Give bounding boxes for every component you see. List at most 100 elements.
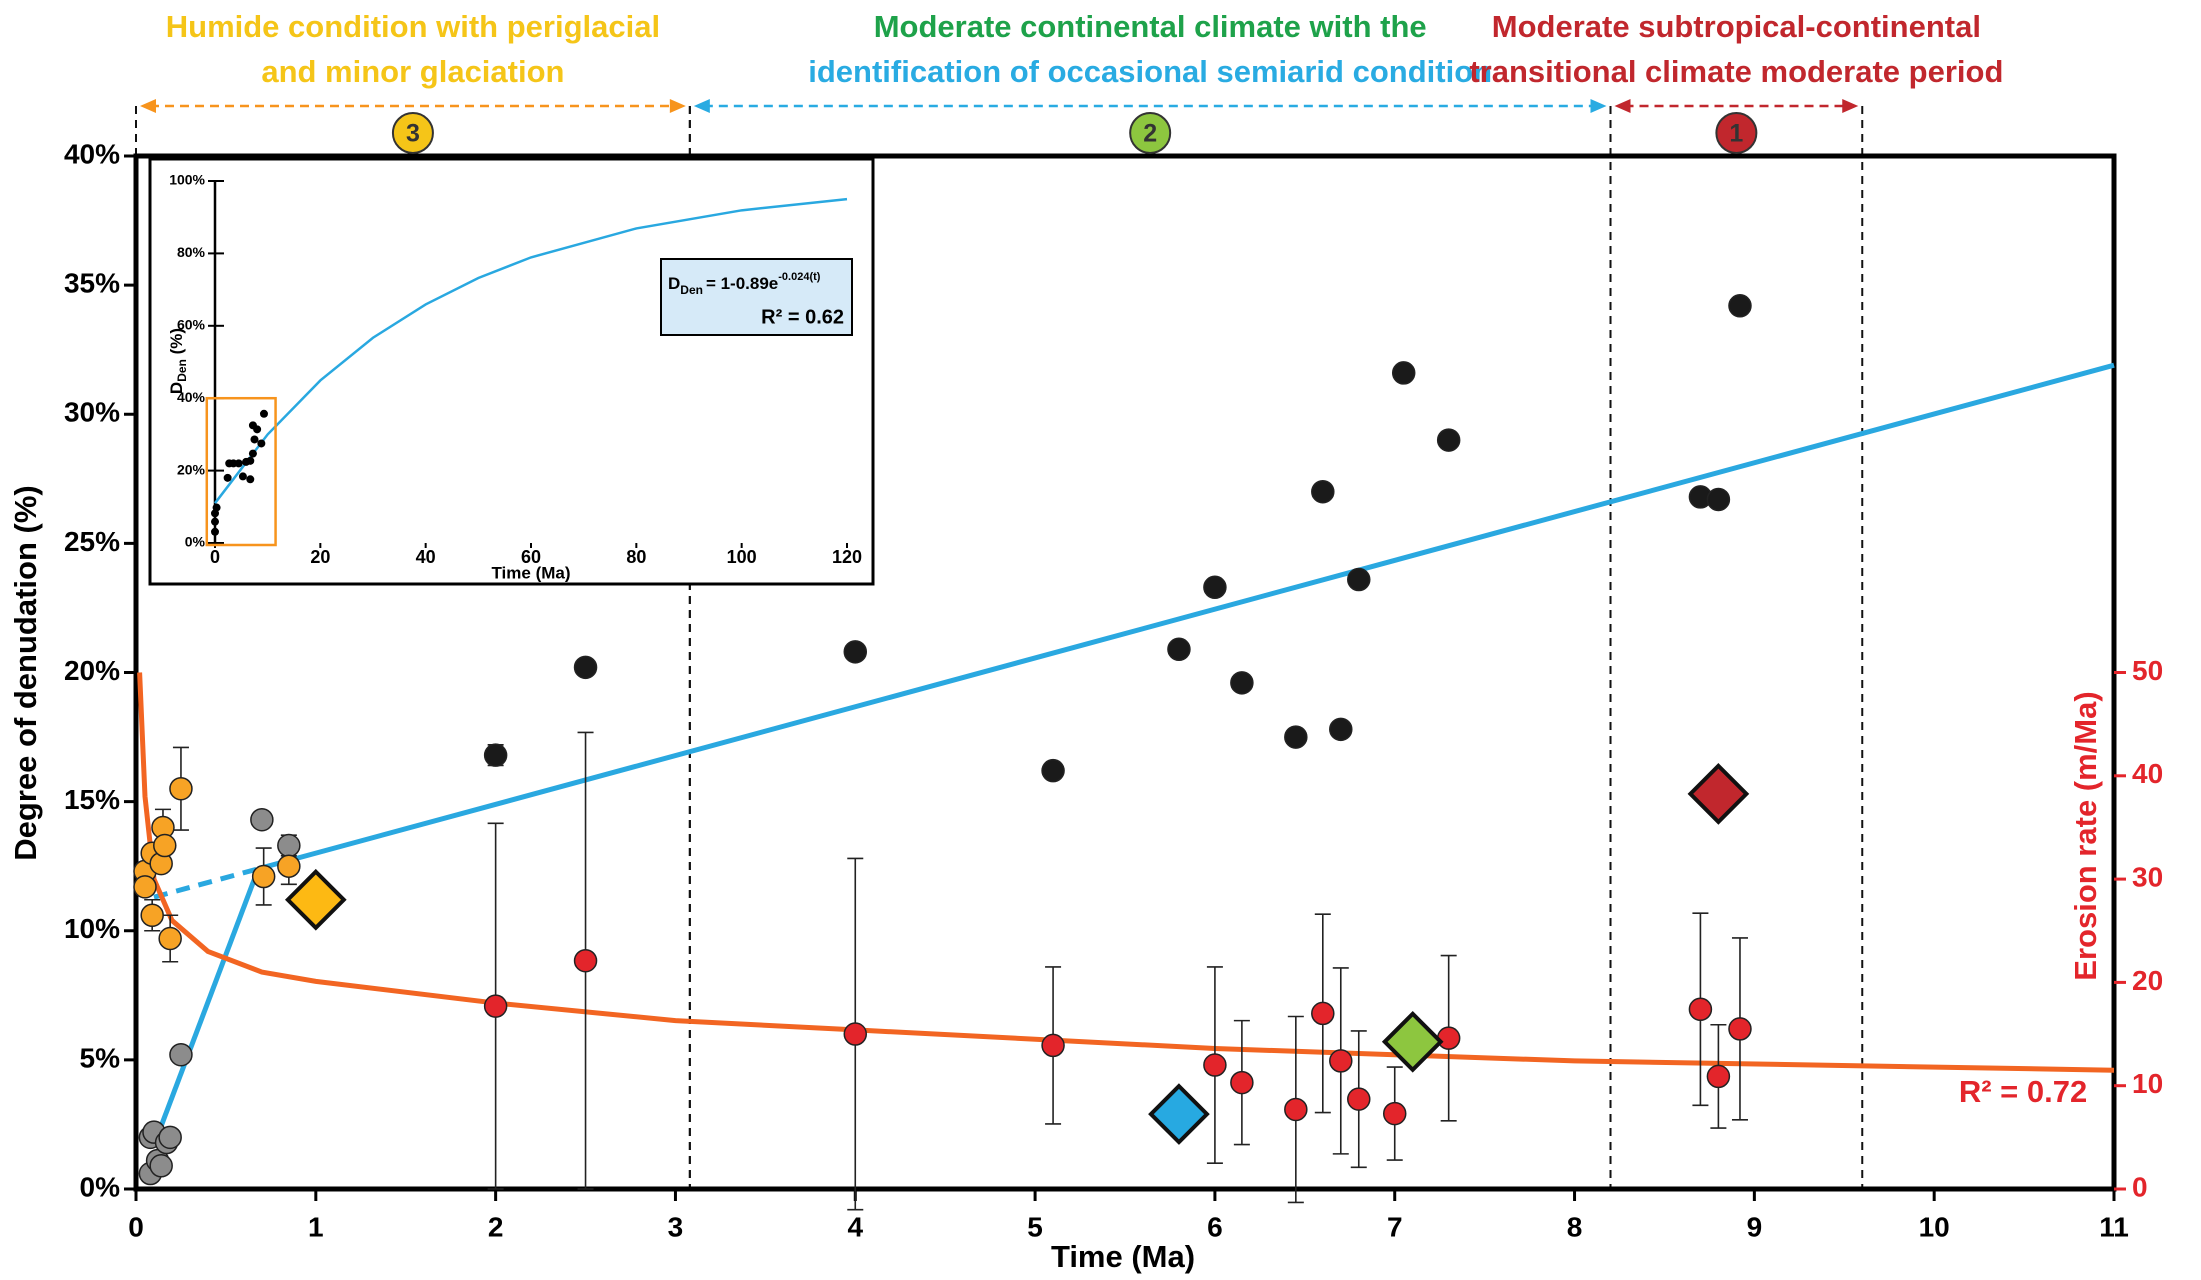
arrow-head: [1842, 99, 1859, 113]
data-point: [1041, 758, 1065, 783]
x-tick-label: 6: [1207, 1211, 1223, 1242]
phase-badge: [391, 112, 434, 154]
inset-point: [246, 475, 255, 484]
data-point: [1347, 1087, 1371, 1111]
inset-y-tick-label: 80%: [177, 244, 206, 260]
data-point: [1284, 1097, 1308, 1122]
y-tick-label: 30%: [64, 397, 120, 428]
inset-point: [238, 472, 247, 481]
inset-y-tick-label: 20%: [177, 461, 206, 477]
x-tick-label: 8: [1567, 1211, 1583, 1242]
data-point: [1728, 1017, 1752, 1041]
data-point: [1203, 1053, 1227, 1077]
phase-number: 3: [406, 120, 420, 148]
x-tick-label: 2: [488, 1211, 504, 1242]
phase-number: 2: [1143, 120, 1157, 148]
equation-box: [660, 258, 853, 336]
y2-tick-label: 20: [2132, 965, 2163, 996]
x-tick-label: 3: [668, 1211, 684, 1242]
mean-diamond: [1381, 1010, 1444, 1073]
equation-sub: Den: [680, 283, 703, 297]
data-point: [483, 994, 508, 1018]
x-tick-label: 10: [1919, 1211, 1950, 1242]
data-point: [1728, 294, 1752, 318]
data-point: [573, 948, 598, 973]
data-point: [1311, 1001, 1335, 1026]
data-point: [1347, 567, 1371, 592]
inset-x-title: Time (Ma): [491, 563, 570, 582]
data-point: [1329, 1049, 1353, 1073]
y2-tick-label: 30: [2132, 861, 2163, 892]
equation-rhs: = 1-0.89e: [706, 274, 778, 293]
y2-tick-label: 10: [2132, 1068, 2163, 1099]
data-point: [250, 807, 274, 832]
data-point: [1706, 1064, 1731, 1089]
data-point: [1230, 671, 1254, 695]
mean-diamond: [284, 868, 347, 931]
inset-y-title-suffix: (%): [167, 328, 186, 359]
inset-point: [211, 527, 219, 536]
x-tick-label: 7: [1387, 1211, 1403, 1242]
x-tick-label: 4: [847, 1211, 863, 1242]
inset-point: [248, 449, 257, 458]
fit-line: [153, 866, 259, 900]
y2-tick-label: 50: [2132, 655, 2163, 686]
phase-label: transitional climate moderate period: [1469, 54, 2003, 89]
equation: DDen = 1-0.89e-0.024(t): [668, 271, 821, 297]
data-point: [169, 776, 193, 801]
inset-y-tick-label: 0%: [185, 534, 206, 550]
inset-y-tick-label: 100%: [169, 172, 205, 188]
phase-label: Moderate continental climate with the: [874, 9, 1427, 44]
y-tick-label: 25%: [64, 526, 120, 557]
inset-point: [259, 409, 268, 418]
fit-line: [257, 362, 2115, 872]
fit-annotation: R² = 0.72: [1959, 1074, 2087, 1109]
data-point: [153, 833, 177, 858]
data-point: [140, 903, 164, 928]
y-tick-label: 5%: [80, 1042, 121, 1073]
data-point: [169, 1042, 193, 1067]
arrow-head: [1590, 99, 1607, 113]
phase-number: 1: [1729, 120, 1743, 148]
phase-label: Moderate subtropical-continental: [1492, 9, 1981, 44]
data-point: [251, 864, 276, 889]
inset-x-tick-label: 120: [832, 547, 862, 567]
inset-y-tick-label: 60%: [177, 317, 206, 333]
data-point: [149, 1154, 173, 1178]
y-tick-label: 10%: [64, 913, 120, 944]
inset-frame: [148, 157, 875, 586]
y-tick-label: 20%: [64, 655, 120, 686]
x-tick-label: 0: [128, 1211, 144, 1242]
y-tick-label: 0%: [80, 1171, 121, 1202]
inset-x-tick-label: 20: [310, 547, 330, 567]
inset-point: [253, 425, 262, 434]
arrow-head: [669, 99, 686, 113]
inset-point: [212, 503, 221, 512]
inset-point: [257, 439, 266, 448]
phase-badge: [1129, 112, 1172, 154]
data-point: [277, 833, 301, 858]
data-point: [1436, 1026, 1461, 1050]
phase-label: Humide condition with periglacial: [166, 9, 660, 44]
data-point: [158, 1125, 182, 1150]
data-point: [1688, 997, 1713, 1022]
inset-point: [246, 456, 255, 465]
inset-y-title-main: D: [167, 382, 186, 394]
y-axis-title: Degree of denudation (%): [8, 485, 43, 860]
data-point: [573, 655, 598, 680]
data-point: [158, 926, 182, 951]
x-axis-title: Time (Ma): [1051, 1239, 1195, 1274]
phase-badge: [1715, 112, 1758, 154]
data-point: [1329, 717, 1353, 742]
inset-point: [211, 517, 219, 526]
data-point: [1706, 487, 1731, 512]
y2-tick-label: 40: [2132, 758, 2163, 789]
data-point: [1041, 1033, 1065, 1058]
data-point: [483, 743, 508, 767]
arrow-head: [1614, 99, 1631, 113]
y2-tick-label: 0: [2132, 1171, 2148, 1202]
data-point: [843, 640, 868, 664]
y-tick-label: 40%: [64, 138, 120, 169]
data-point: [133, 875, 157, 899]
